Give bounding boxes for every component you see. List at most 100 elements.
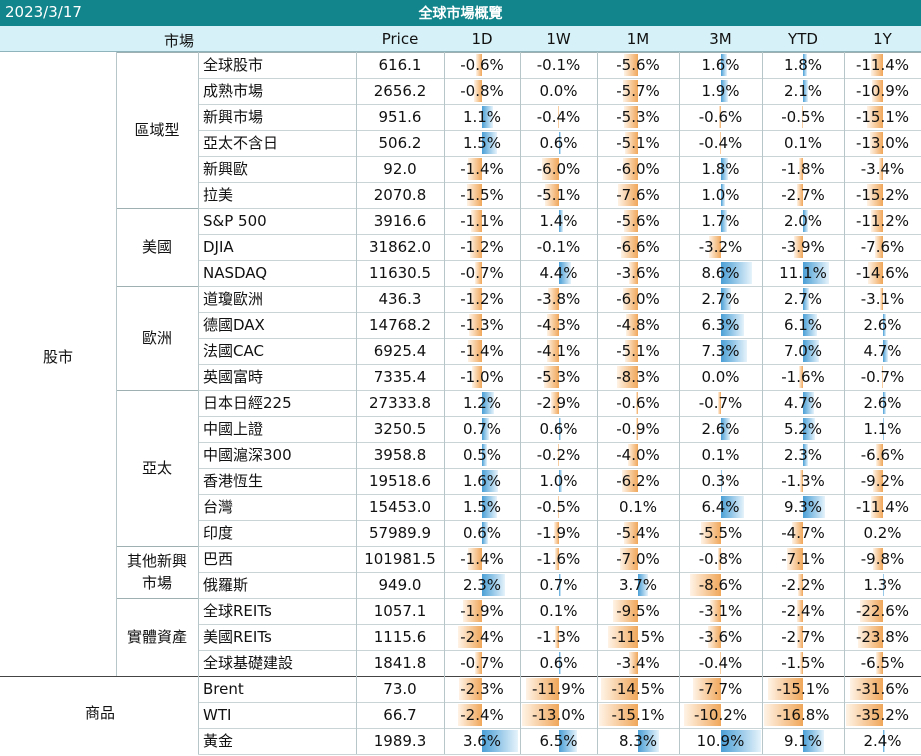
- return-cell-d1: -0.8%: [444, 78, 520, 104]
- return-value: -1.1%: [460, 212, 504, 230]
- return-value: 2.6%: [701, 420, 740, 438]
- return-value: 0.0%: [539, 82, 578, 100]
- return-value: -0.5%: [536, 498, 581, 516]
- return-cell-m3: 8.6%: [679, 260, 762, 286]
- return-cell-m3: -3.1%: [679, 598, 762, 624]
- row-price: 436.3: [378, 290, 422, 308]
- return-value: -2.9%: [536, 394, 581, 412]
- data-bar: [521, 704, 559, 726]
- data-bar: [797, 184, 803, 206]
- data-bar: [547, 288, 559, 310]
- return-value: -14.5%: [611, 680, 665, 698]
- return-cell-d1: 0.6%: [444, 520, 520, 546]
- return-value: -0.4%: [698, 134, 743, 152]
- row-price: 92.0: [383, 160, 417, 178]
- return-value: 1.5%: [462, 498, 502, 516]
- return-cell-w1: 4.4%: [520, 260, 597, 286]
- data-bar: [628, 444, 638, 466]
- return-cell-y1: -15.1%: [844, 104, 921, 130]
- return-cell-m1: -0.9%: [597, 416, 679, 442]
- return-cell-y1: -7.6%: [844, 234, 921, 260]
- data-bar: [624, 106, 638, 128]
- return-cell-ytd: 2.1%: [762, 78, 844, 104]
- return-cell-w1: -0.1%: [520, 52, 597, 78]
- return-value: -1.3%: [781, 472, 825, 490]
- data-bar: [882, 392, 886, 414]
- return-cell-m1: -6.6%: [597, 234, 679, 260]
- return-value: -6.0%: [616, 160, 660, 178]
- row-name: 拉美: [203, 186, 234, 204]
- data-bar: [720, 288, 731, 310]
- return-cell-m1: -6.2%: [597, 468, 679, 494]
- data-bar: [797, 600, 803, 622]
- data-bar: [558, 652, 561, 674]
- return-cell-y1: 2.6%: [844, 390, 921, 416]
- return-value: -5.5%: [698, 524, 743, 542]
- return-cell-m3: 0.0%: [679, 364, 762, 390]
- return-cell-y1: -11.4%: [844, 52, 921, 78]
- data-bar: [866, 106, 883, 128]
- return-cell-ytd: -1.5%: [762, 650, 844, 676]
- return-value: 1.8%: [783, 56, 823, 74]
- return-value: 1.3%: [863, 576, 902, 594]
- row-divider: [198, 494, 921, 495]
- return-cell-m1: -14.5%: [597, 676, 679, 702]
- return-cell-m3: 6.3%: [679, 312, 762, 338]
- return-cell-ytd: 6.1%: [762, 312, 844, 338]
- return-value: -5.1%: [536, 186, 581, 204]
- return-value: 0.5%: [462, 446, 502, 464]
- return-cell-y1: -35.2%: [844, 702, 921, 728]
- return-value: 2.3%: [783, 446, 823, 464]
- return-cell-m3: 1.6%: [679, 52, 762, 78]
- return-cell-ytd: -1.3%: [762, 468, 844, 494]
- row-name: Brent: [203, 680, 244, 698]
- data-bar: [623, 80, 638, 102]
- return-value: 0.7%: [539, 576, 578, 594]
- data-bar: [625, 340, 638, 362]
- return-cell-w1: 6.5%: [520, 728, 597, 754]
- data-bar: [866, 184, 883, 206]
- row-divider: [198, 520, 921, 521]
- return-cell-ytd: 9.3%: [762, 494, 844, 520]
- row-name: 德國DAX: [203, 316, 265, 334]
- return-value: 0.0%: [701, 368, 740, 386]
- return-value: -4.3%: [536, 316, 581, 334]
- return-value: -35.2%: [855, 706, 910, 724]
- return-value: 8.6%: [701, 264, 740, 282]
- return-cell-d1: -2.4%: [444, 624, 520, 650]
- return-cell-ytd: 7.0%: [762, 338, 844, 364]
- column-divider: [679, 52, 680, 754]
- return-value: 3.6%: [462, 732, 502, 750]
- column-divider: [198, 676, 199, 754]
- return-value: -5.6%: [616, 212, 660, 230]
- data-bar: [717, 392, 721, 414]
- return-value: 2.7%: [701, 290, 740, 308]
- data-bar: [875, 444, 883, 466]
- return-value: -4.7%: [781, 524, 825, 542]
- data-bar: [800, 470, 803, 492]
- return-value: -4.1%: [536, 342, 581, 360]
- return-cell-d1: 0.5%: [444, 442, 520, 468]
- row-name: 英國富時: [203, 368, 264, 386]
- return-value: -15.1%: [611, 706, 665, 724]
- return-cell-m1: -9.5%: [597, 598, 679, 624]
- return-value: -2.2%: [781, 576, 825, 594]
- data-bar: [845, 704, 883, 726]
- data-bar: [879, 288, 883, 310]
- return-value: -4.8%: [616, 316, 660, 334]
- row-price: 101981.5: [364, 550, 436, 568]
- data-bar: [720, 158, 728, 180]
- data-bar: [558, 132, 561, 154]
- return-value: -3.1%: [860, 290, 905, 308]
- return-value: -7.6%: [860, 238, 905, 256]
- data-bar: [874, 236, 883, 258]
- return-value: -1.2%: [460, 238, 504, 256]
- return-cell-w1: -0.4%: [520, 104, 597, 130]
- return-cell-ytd: 0.1%: [762, 130, 844, 156]
- return-value: 0.1%: [783, 134, 823, 152]
- return-value: 4.4%: [539, 264, 578, 282]
- data-bar: [800, 652, 803, 674]
- return-value: -6.0%: [536, 160, 581, 178]
- return-cell-y1: -11.4%: [844, 494, 921, 520]
- return-value: 5.2%: [783, 420, 823, 438]
